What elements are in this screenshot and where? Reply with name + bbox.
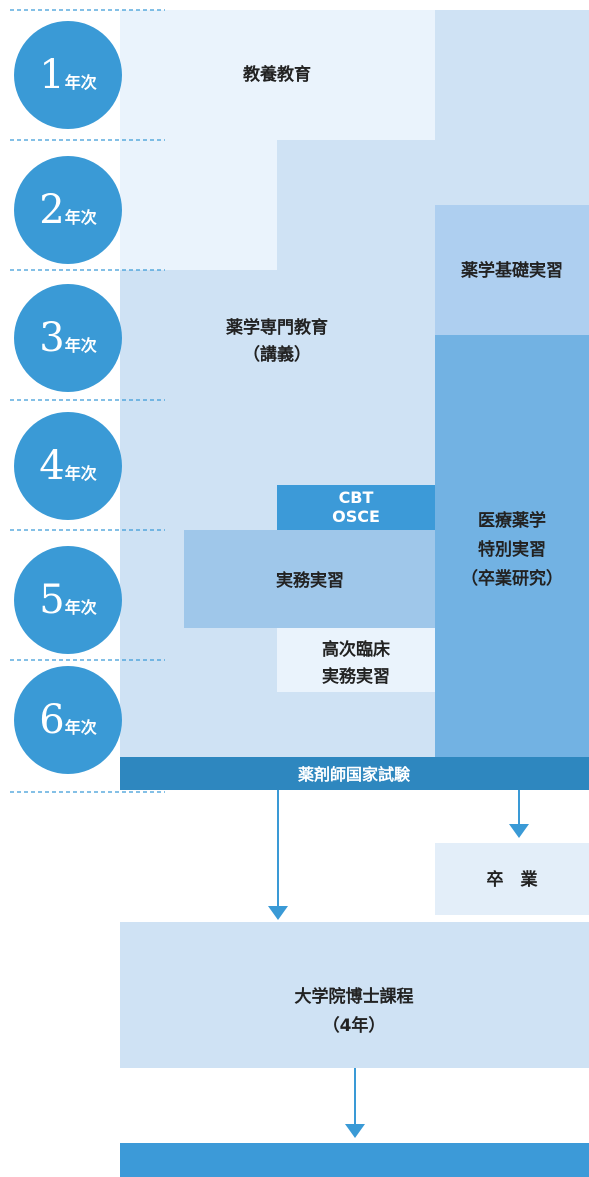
year-number: 1 [39,52,64,98]
label: （4年） [323,1015,386,1036]
year-label: 3年次 [39,315,96,361]
bottom-bar [120,1143,589,1177]
label: 医療薬学 [478,510,546,531]
year-label: 1年次 [39,52,96,98]
clinical-block [435,335,589,757]
year-label: 5年次 [39,577,96,623]
graduate-box [120,922,589,1068]
year-unit: 年次 [65,718,97,737]
year-number: 3 [39,315,64,361]
graduation-box [435,843,589,915]
year-unit: 年次 [65,208,97,227]
label: 大学院博士課程 [295,986,414,1007]
year-circle [14,666,122,774]
label: CBT [339,488,374,507]
label: 薬学専門教育 [226,317,328,338]
year-circle [14,546,122,654]
exam-bar [120,757,589,790]
year-label: 2年次 [39,187,96,233]
label: 実務実習 [322,666,390,687]
year-unit: 年次 [65,598,97,617]
arrows [268,790,529,1138]
year-circle [14,21,122,129]
general-block [120,10,435,270]
year-unit: 年次 [65,464,97,483]
year-circle [14,412,122,520]
year-number: 5 [39,577,64,623]
year-number: 6 [39,697,64,743]
label: 特別実習 [478,539,546,560]
label: 実務実習 [276,570,344,591]
label: OSCE [332,507,380,526]
label: 薬剤師国家試験 [297,765,411,784]
cbt-block [277,485,435,530]
label: （講義） [243,344,311,365]
advanced-block [277,628,435,692]
basic-practice-block [435,205,589,335]
label: 卒 業 [487,869,538,890]
year-unit: 年次 [65,73,97,92]
year-number: 4 [39,443,64,489]
year-circle [14,284,122,392]
label: 教養教育 [242,64,311,85]
year-label: 4年次 [39,443,96,489]
label: 高次臨床 [322,639,391,660]
dashes [10,9,165,793]
year-number: 2 [39,187,64,233]
label: 薬学基礎実習 [461,260,563,281]
year-unit: 年次 [65,336,97,355]
year-label: 6年次 [39,697,96,743]
year-circle [14,156,122,264]
practical-block [184,530,435,628]
label: （卒業研究） [461,568,563,589]
